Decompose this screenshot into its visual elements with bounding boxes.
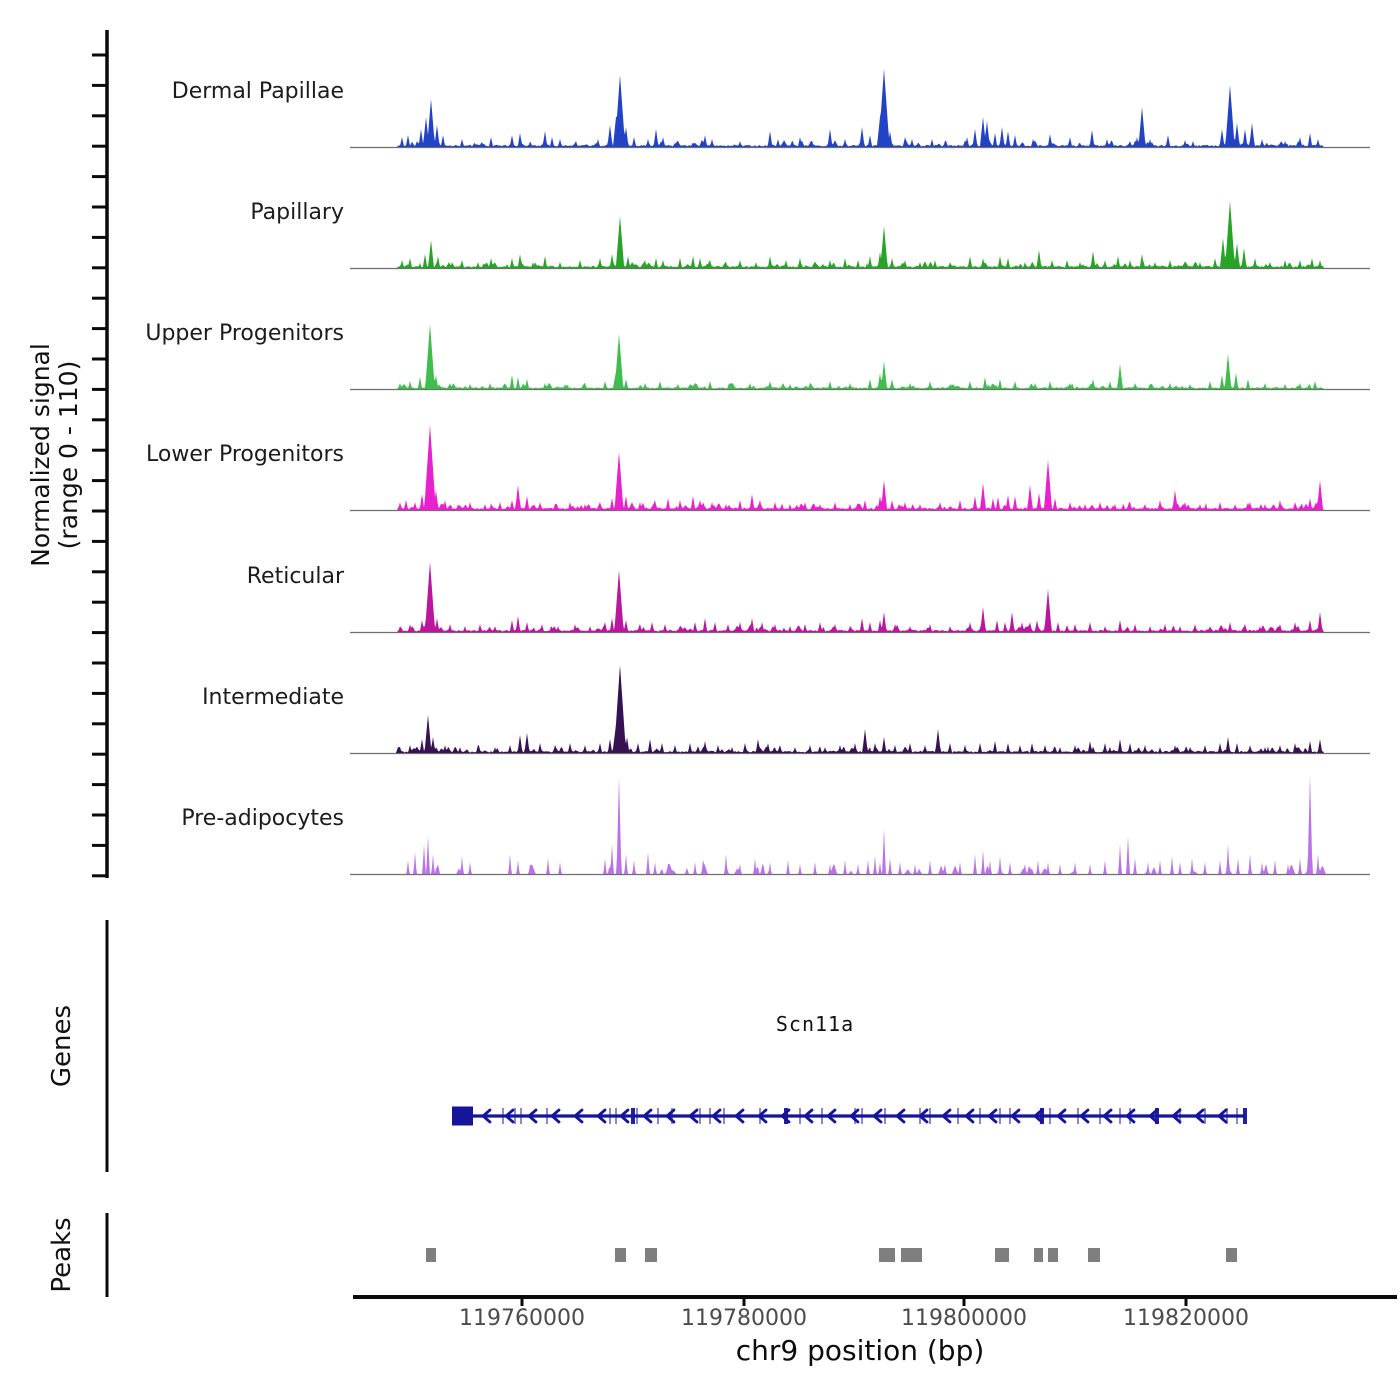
track-label-reticular: Reticular	[246, 564, 344, 589]
gene-model-scn11a	[452, 1106, 1247, 1126]
signal-track-pre-adipocytes	[350, 775, 1370, 876]
track-label-papillary: Papillary	[250, 200, 344, 225]
track-label-upper-progenitors: Upper Progenitors	[145, 321, 344, 346]
signal-track-lower-progenitors	[350, 425, 1370, 512]
x-tick-label-1: 119780000	[681, 1306, 807, 1331]
track-label-intermediate: Intermediate	[202, 685, 344, 710]
track-label-dermal-papillae: Dermal Papillae	[171, 79, 344, 104]
signal-track-dermal-papillae	[350, 69, 1370, 149]
peak-calls	[426, 1248, 1237, 1262]
signal-track-intermediate	[350, 665, 1370, 755]
x-tick-label-0: 119760000	[459, 1306, 585, 1331]
track-label-pre-adipocytes: Pre-adipocytes	[181, 806, 344, 831]
signal-track-upper-progenitors	[350, 324, 1370, 391]
x-axis-title: chr9 position (bp)	[735, 1334, 985, 1367]
x-tick-label-3: 119820000	[1123, 1306, 1249, 1331]
signal-track-papillary	[350, 201, 1370, 270]
x-tick-label-2: 119800000	[901, 1306, 1027, 1331]
signal-track-reticular	[350, 562, 1370, 634]
track-label-lower-progenitors: Lower Progenitors	[146, 442, 344, 467]
gene-name-label: Scn11a	[775, 1012, 855, 1036]
